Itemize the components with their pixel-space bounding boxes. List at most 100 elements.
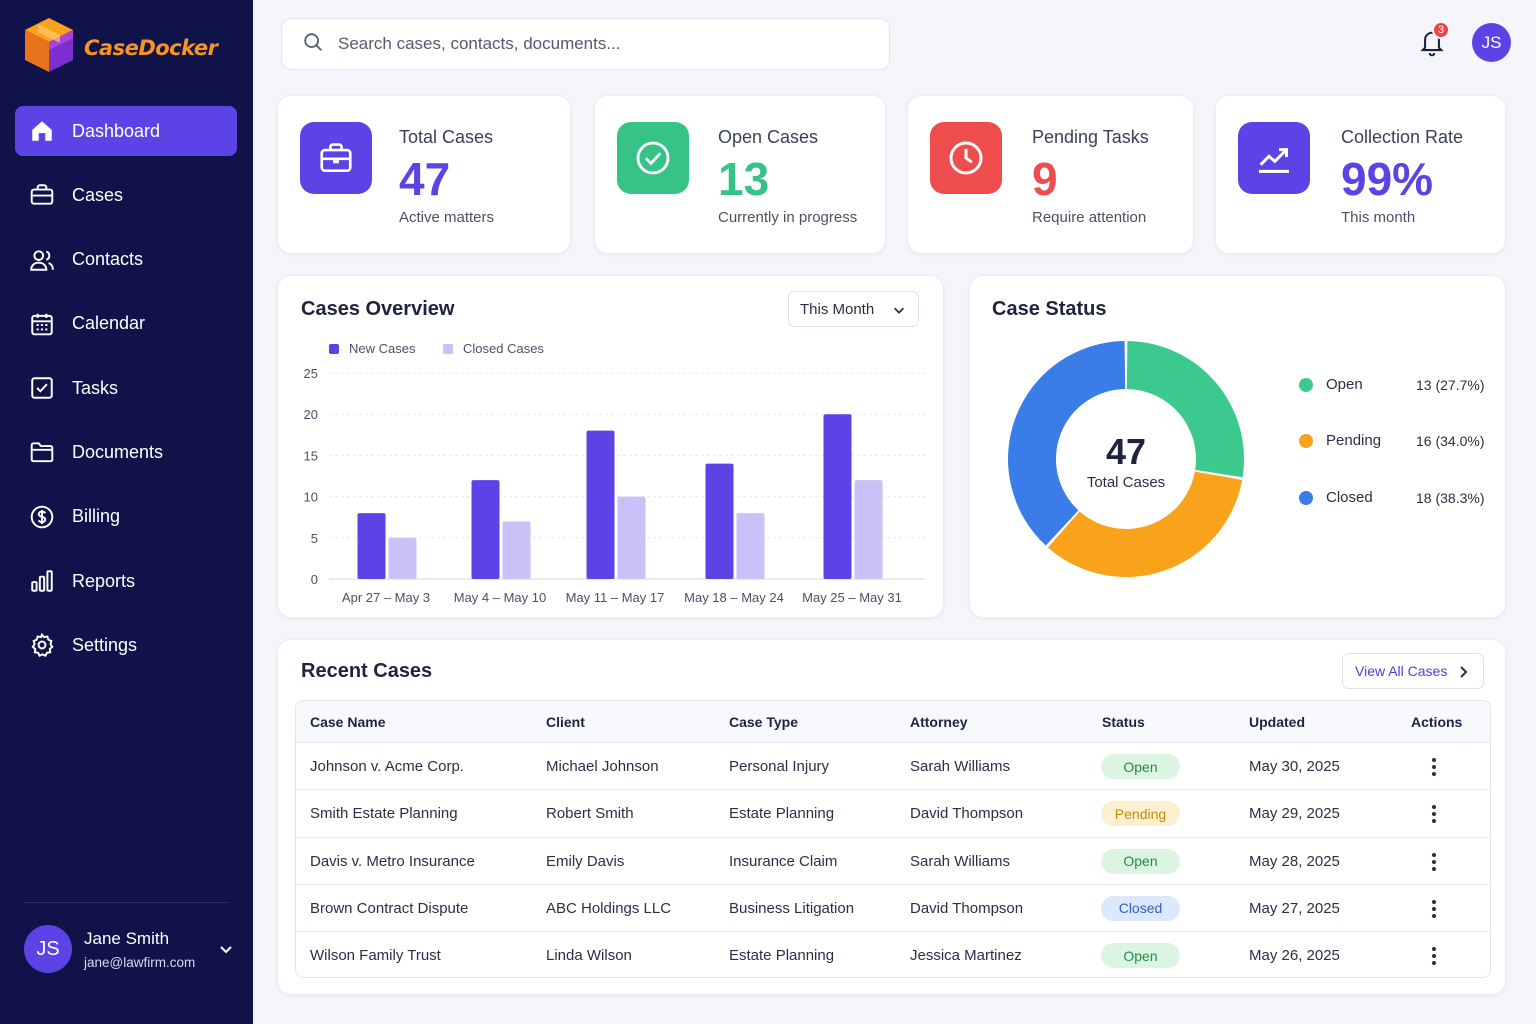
users-icon [28,246,56,274]
sidebar-item-label: Cases [72,184,124,205]
column-header[interactable]: Updated [1249,714,1305,730]
briefcase-icon [28,181,56,209]
table-row[interactable]: Wilson Family Trust Linda Wilson Estate … [296,932,1490,977]
trending-up-icon [1238,122,1310,194]
cell-attorney: David Thompson [910,805,1024,823]
bar-closed-cases [617,496,646,579]
sidebar-item-label: Settings [72,634,138,655]
sidebar-item-documents[interactable]: Documents [15,427,237,477]
column-header[interactable]: Status [1102,714,1145,730]
cell-case-name[interactable]: Johnson v. Acme Corp. [310,758,464,775]
cell-client: Robert Smith [546,805,634,823]
sidebar-item-settings[interactable]: Settings [15,620,237,670]
briefcase-icon [300,122,372,194]
sidebar-item-billing[interactable]: Billing [15,492,237,542]
legend-value: 13 (27.7%) [1416,376,1485,393]
sidebar-divider [24,902,229,903]
more-actions-icon[interactable] [1424,756,1444,778]
bar-closed-cases [854,480,883,579]
cell-case-type: Estate Planning [729,947,835,965]
chevron-down-icon[interactable] [218,941,234,962]
avatar[interactable]: JS [1472,23,1511,62]
user-info: Jane Smith jane@lawfirm.com [84,929,195,970]
period-select[interactable]: This Month [788,291,919,327]
y-tick-label: 15 [304,448,318,463]
checkbox-icon [28,374,56,402]
sidebar-item-label: Dashboard [72,120,161,141]
legend-dot [1299,377,1313,392]
x-tick-label: May 18 – May 24 [684,590,784,605]
search-input[interactable] [338,34,858,54]
check-circle-icon [617,122,689,194]
column-header[interactable]: Client [546,714,585,730]
cell-case-type: Insurance Claim [729,852,838,870]
cell-case-name[interactable]: Davis v. Metro Insurance [310,852,475,870]
panel-title: Case Status [992,298,1107,320]
user-avatar: JS [24,925,72,973]
bar-new-cases [705,463,734,579]
sidebar-item-contacts[interactable]: Contacts [15,235,237,285]
stat-value: 99% [1341,153,1434,205]
sidebar-item-label: Billing [72,506,121,527]
brand[interactable]: CaseDocker [22,16,218,79]
cases-overview-panel: Cases Overview This Month New Cases Clos… [277,275,944,618]
app-name: CaseDocker [84,35,218,60]
stat-card-open-cases[interactable]: Open Cases 13 Currently in progress [594,95,886,254]
stat-card-pending-tasks[interactable]: Pending Tasks 9 Require attention [907,95,1194,254]
table-row[interactable]: Johnson v. Acme Corp. Michael Johnson Pe… [296,743,1490,791]
sidebar-item-reports[interactable]: Reports [15,556,237,606]
sidebar-item-cases[interactable]: Cases [15,170,237,220]
donut-center-value: 47 [1105,431,1147,472]
sidebar-item-calendar[interactable]: Calendar [15,299,237,349]
cell-case-name[interactable]: Smith Estate Planning [310,805,458,823]
legend-item: Closed Cases [443,341,544,356]
search-bar[interactable] [281,18,890,70]
column-header[interactable]: Case Name [310,714,386,730]
case-status-panel: Case Status 47 Total Cases Open 13 (27.7… [969,275,1506,618]
user-email: jane@lawfirm.com [84,954,196,970]
sidebar-item-dashboard[interactable]: Dashboard [15,106,237,156]
folder-icon [28,438,56,466]
column-header[interactable]: Attorney [910,714,968,730]
bar-closed-cases [502,521,531,579]
more-actions-icon[interactable] [1424,803,1444,825]
stat-subtitle: This month [1341,209,1416,226]
status-legend-open: Open 13 (27.7%) [1299,376,1499,393]
status-badge: Open [1101,943,1180,969]
more-actions-icon[interactable] [1424,945,1444,967]
sidebar-nav: Dashboard Cases Contacts Calendar Tasks [15,106,237,685]
more-actions-icon[interactable] [1424,898,1444,920]
table-row[interactable]: Davis v. Metro Insurance Emily Davis Ins… [296,838,1490,885]
status-badge: Pending [1101,801,1180,827]
stat-label: Open Cases [718,127,819,147]
view-all-cases-button[interactable]: View All Cases [1342,653,1484,689]
cell-case-name[interactable]: Wilson Family Trust [310,947,441,965]
stat-card-total-cases[interactable]: Total Cases 47 Active matters [277,95,571,254]
sidebar-item-label: Calendar [72,313,146,334]
y-tick-label: 5 [311,531,318,546]
search-icon [302,31,324,58]
user-profile[interactable]: JS Jane Smith jane@lawfirm.com [24,925,234,973]
legend-value: 16 (34.0%) [1416,432,1485,449]
more-actions-icon[interactable] [1424,851,1444,873]
sidebar-item-label: Contacts [72,249,144,270]
bar-new-cases [823,414,852,579]
sidebar-item-label: Reports [72,570,136,591]
cell-attorney: Sarah Williams [910,852,1011,870]
y-tick-label: 0 [311,572,318,587]
legend-label: Open [1326,376,1363,393]
cell-case-name[interactable]: Brown Contract Dispute [310,899,469,917]
panel-title: Recent Cases [301,660,433,682]
legend-label: Closed Cases [463,341,544,356]
stat-subtitle: Currently in progress [718,209,858,226]
table-row[interactable]: Smith Estate Planning Robert Smith Estat… [296,790,1490,838]
table-header: Case Name Client Case Type Attorney Stat… [296,701,1490,743]
column-header[interactable]: Case Type [729,714,798,730]
table-row[interactable]: Brown Contract Dispute ABC Holdings LLC … [296,885,1490,933]
stat-card-collection-rate[interactable]: Collection Rate 99% This month [1215,95,1506,254]
donut-chart [1008,341,1244,577]
notification-badge: 3 [1432,21,1450,39]
legend-dot [1299,490,1313,505]
donut-slice-pending [1047,471,1243,577]
sidebar-item-tasks[interactable]: Tasks [15,363,237,413]
